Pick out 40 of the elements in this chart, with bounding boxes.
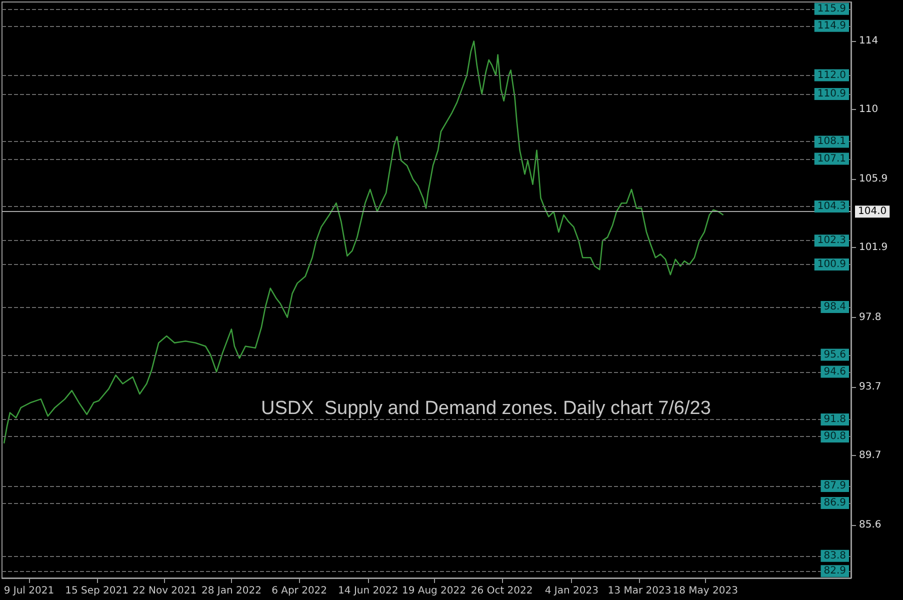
ref-line-label: 114.9 bbox=[817, 20, 846, 32]
x-tick-label: 6 Apr 2022 bbox=[272, 586, 328, 596]
ref-line-label: 95.6 bbox=[824, 349, 846, 360]
y-tick-label: 93.7 bbox=[859, 382, 882, 393]
x-tick-label: 4 Jan 2023 bbox=[544, 586, 598, 596]
ref-line-label: 110.9 bbox=[817, 88, 846, 100]
y-tick-label: 110 bbox=[859, 104, 878, 115]
x-tick-label: 15 Sep 2021 bbox=[65, 586, 128, 596]
y-tick-label: 114 bbox=[859, 36, 878, 47]
y-tick-label: 97.8 bbox=[859, 312, 882, 323]
ref-line-label: 86.9 bbox=[824, 498, 846, 509]
ref-line-label: 104.0 bbox=[858, 206, 887, 218]
x-tick-label: 18 May 2023 bbox=[672, 586, 738, 596]
line-series bbox=[3, 40, 724, 444]
ref-line-label: 108.1 bbox=[817, 136, 846, 148]
ref-line-label: 104.3 bbox=[817, 200, 846, 212]
x-tick-label: 19 Aug 2022 bbox=[402, 586, 466, 596]
y-tick-label: 105.9 bbox=[859, 174, 888, 185]
ref-line-label: 98.4 bbox=[824, 302, 846, 313]
ref-line-label: 102.3 bbox=[817, 235, 846, 246]
y-tick-label: 89.7 bbox=[859, 450, 882, 461]
x-tick-label: 28 Jan 2022 bbox=[201, 586, 262, 596]
ref-line-label: 83.8 bbox=[824, 550, 846, 562]
ref-line-label: 100.9 bbox=[817, 258, 846, 270]
ref-line-label: 82.9 bbox=[824, 566, 846, 577]
y-tick-label: 85.6 bbox=[859, 520, 882, 531]
ref-line-label: 112.0 bbox=[817, 70, 846, 81]
text: USDX Supply and Demand zones. Daily chart 7/6/23 bbox=[261, 398, 711, 419]
ref-line-label: 115.9 bbox=[817, 3, 846, 14]
ref-line-label: 91.8 bbox=[824, 414, 846, 426]
x-tick-label: 14 Jun 2022 bbox=[338, 586, 398, 596]
ref-line-label: 94.6 bbox=[824, 366, 846, 378]
ref-line-label: 107.1 bbox=[817, 153, 846, 164]
ref-line-label: 87.9 bbox=[824, 480, 846, 492]
x-tick-label: 9 Jul 2021 bbox=[4, 586, 54, 596]
x-tick-label: 22 Nov 2021 bbox=[132, 586, 197, 596]
x-tick-label: 26 Oct 2022 bbox=[470, 586, 533, 596]
x-tick-label: 13 Mar 2023 bbox=[608, 586, 672, 596]
y-tick-label: 101.9 bbox=[859, 242, 888, 253]
ref-line-label: 90.8 bbox=[824, 431, 846, 442]
